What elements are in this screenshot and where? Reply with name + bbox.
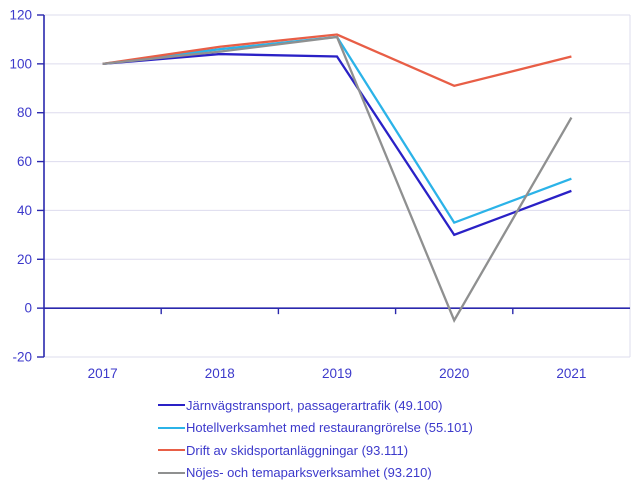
y-tick-label: 80 (17, 105, 32, 120)
y-tick-label: -20 (12, 350, 32, 365)
y-tick-label: 100 (9, 56, 32, 71)
series-line-2 (102, 33, 572, 88)
legend-line-marker (158, 404, 185, 407)
y-tick-label: 0 (24, 301, 32, 316)
legend-label: Järnvägstransport, passagerartrafik (49.… (186, 397, 443, 413)
series-line-0 (102, 52, 572, 237)
x-tick-label: 2017 (88, 366, 118, 381)
legend-label: Hotellverksamhet med restaurangrörelse (… (186, 420, 473, 436)
y-tick-label: 20 (17, 252, 32, 267)
legend-item-0: Järnvägstransport, passagerartrafik (49.… (158, 394, 473, 417)
legend-item-1: Hotellverksamhet med restaurangrörelse (… (158, 417, 473, 440)
x-tick-label: 2018 (205, 366, 235, 381)
legend-line-marker (158, 449, 185, 452)
y-tick-label: 60 (17, 154, 32, 169)
x-tick-label: 2021 (556, 366, 586, 381)
legend-item-2: Drift av skidsportanläggningar (93.111) (158, 439, 473, 462)
legend-line-marker (158, 471, 185, 474)
legend: Järnvägstransport, passagerartrafik (49.… (158, 394, 473, 484)
y-tick-label: 120 (9, 8, 32, 23)
legend-item-3: Nöjes- och temaparksverksamhet (93.210) (158, 462, 473, 485)
legend-label: Drift av skidsportanläggningar (93.111) (186, 442, 409, 458)
series-line-3 (102, 35, 573, 323)
y-tick-label: 40 (17, 203, 32, 218)
legend-line-marker (158, 426, 185, 429)
legend-label: Nöjes- och temaparksverksamhet (93.210) (186, 465, 432, 481)
x-tick-label: 2019 (322, 366, 352, 381)
series-line-1 (102, 35, 572, 225)
x-tick-label: 2020 (439, 366, 469, 381)
